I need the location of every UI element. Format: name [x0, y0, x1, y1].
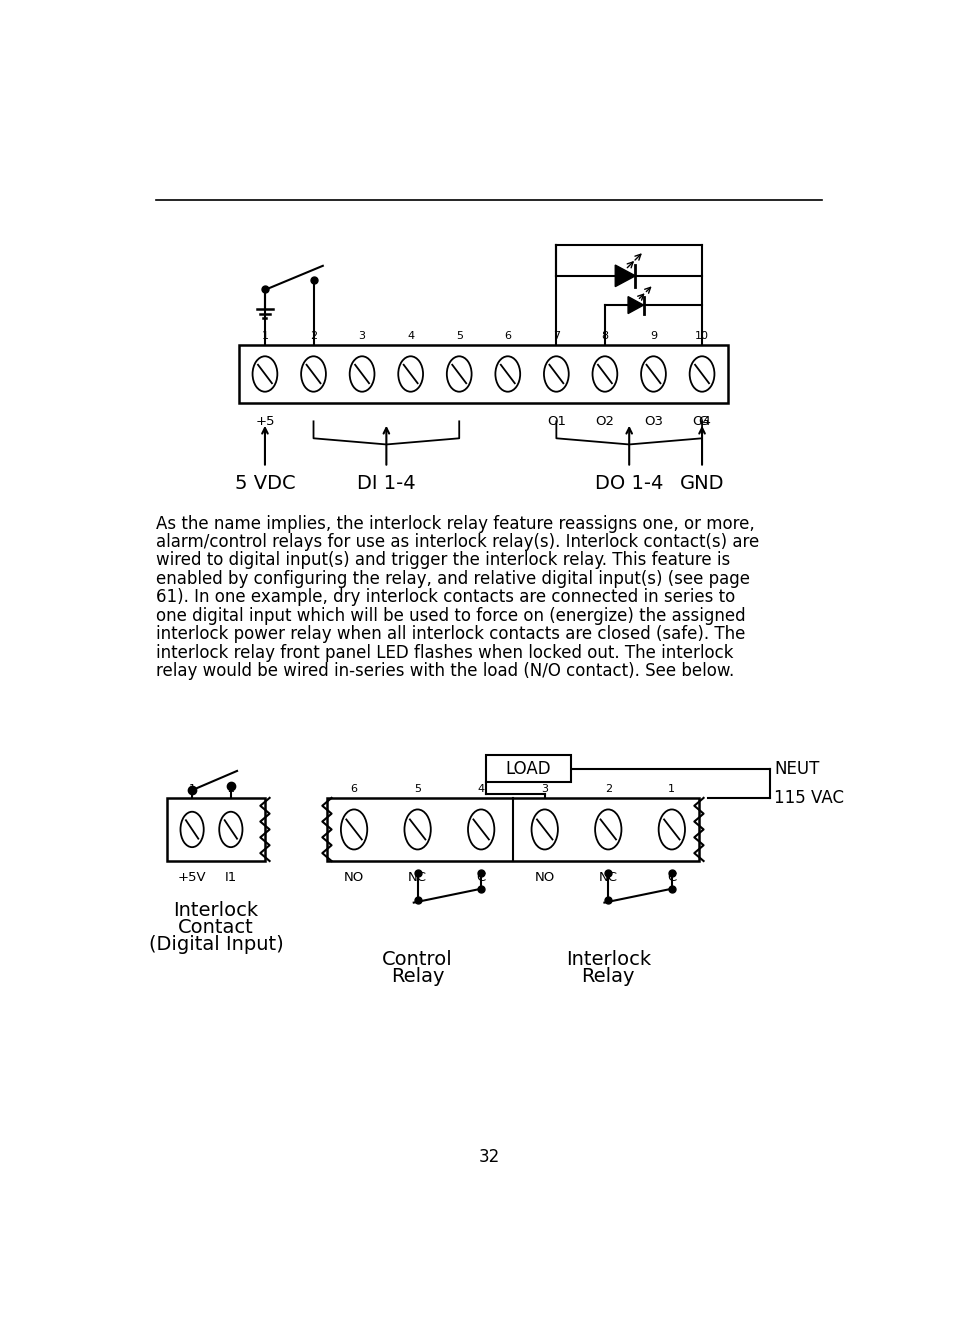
Text: NC: NC — [598, 871, 618, 884]
Text: Relay: Relay — [391, 966, 444, 986]
Text: Relay: Relay — [581, 966, 635, 986]
Ellipse shape — [253, 357, 277, 391]
Text: DI 1-4: DI 1-4 — [356, 474, 416, 493]
Text: one digital input which will be used to force on (energize) the assigned: one digital input which will be used to … — [155, 607, 744, 625]
Text: 7: 7 — [552, 331, 559, 341]
Text: DO 1-4: DO 1-4 — [595, 474, 662, 493]
Text: C: C — [476, 871, 485, 884]
Text: 5: 5 — [414, 784, 420, 794]
Ellipse shape — [531, 810, 558, 850]
Text: Interlock: Interlock — [565, 950, 650, 969]
Bar — [485, 755, 571, 783]
Ellipse shape — [446, 357, 471, 391]
Text: 5 VDC: 5 VDC — [234, 474, 294, 493]
Text: enabled by configuring the relay, and relative digital input(s) (see page: enabled by configuring the relay, and re… — [155, 570, 749, 588]
Text: O3: O3 — [643, 415, 662, 429]
Ellipse shape — [350, 357, 375, 391]
Text: NEUT: NEUT — [773, 760, 819, 778]
Text: G: G — [698, 415, 708, 429]
Ellipse shape — [301, 357, 326, 391]
Text: Contact: Contact — [178, 918, 253, 937]
Text: 1: 1 — [261, 331, 268, 341]
Bar — [167, 798, 265, 860]
Text: 2: 2 — [227, 784, 234, 794]
Text: I1: I1 — [225, 871, 236, 884]
Text: O1: O1 — [546, 415, 565, 429]
Ellipse shape — [397, 357, 422, 391]
Ellipse shape — [219, 812, 242, 847]
Text: GND: GND — [679, 474, 723, 493]
Text: Interlock: Interlock — [173, 900, 258, 921]
Text: Control: Control — [382, 950, 453, 969]
Ellipse shape — [689, 357, 714, 391]
Ellipse shape — [592, 357, 617, 391]
Ellipse shape — [340, 810, 367, 850]
Text: relay would be wired in-series with the load (N/O contact). See below.: relay would be wired in-series with the … — [155, 663, 733, 680]
Ellipse shape — [543, 357, 568, 391]
Text: 1: 1 — [189, 784, 195, 794]
Ellipse shape — [495, 357, 519, 391]
Ellipse shape — [468, 810, 494, 850]
Text: (Digital Input): (Digital Input) — [149, 935, 283, 954]
Text: 9: 9 — [649, 331, 657, 341]
Ellipse shape — [180, 812, 204, 847]
Text: NO: NO — [344, 871, 364, 884]
Text: wired to digital input(s) and trigger the interlock relay. This feature is: wired to digital input(s) and trigger th… — [155, 552, 729, 569]
Text: 2: 2 — [604, 784, 611, 794]
Text: 10: 10 — [695, 331, 708, 341]
Text: 4: 4 — [477, 784, 484, 794]
Text: NO: NO — [534, 871, 555, 884]
Polygon shape — [627, 297, 643, 314]
Text: 32: 32 — [477, 1149, 499, 1166]
Text: 3: 3 — [540, 784, 548, 794]
Text: 3: 3 — [358, 331, 365, 341]
Text: interlock relay front panel LED flashes when locked out. The interlock: interlock relay front panel LED flashes … — [155, 644, 733, 661]
Ellipse shape — [658, 810, 684, 850]
Text: 1: 1 — [668, 784, 675, 794]
Text: 5: 5 — [456, 331, 462, 341]
Text: +5: +5 — [255, 415, 274, 429]
Text: C: C — [666, 871, 676, 884]
Text: +5V: +5V — [177, 871, 206, 884]
Bar — [327, 798, 699, 860]
Text: NC: NC — [408, 871, 427, 884]
Text: O4: O4 — [692, 415, 711, 429]
Polygon shape — [615, 265, 635, 287]
Text: O2: O2 — [595, 415, 614, 429]
Ellipse shape — [640, 357, 665, 391]
Text: 2: 2 — [310, 331, 316, 341]
Text: 61). In one example, dry interlock contacts are connected in series to: 61). In one example, dry interlock conta… — [155, 588, 734, 607]
Bar — [239, 345, 727, 403]
Text: 6: 6 — [350, 784, 357, 794]
Text: 6: 6 — [504, 331, 511, 341]
Text: alarm/control relays for use as interlock relay(s). Interlock contact(s) are: alarm/control relays for use as interloc… — [155, 533, 759, 550]
Text: 4: 4 — [407, 331, 414, 341]
Ellipse shape — [595, 810, 620, 850]
Text: LOAD: LOAD — [505, 760, 551, 778]
Text: interlock power relay when all interlock contacts are closed (safe). The: interlock power relay when all interlock… — [155, 625, 744, 644]
Text: 115 VAC: 115 VAC — [773, 788, 843, 807]
Ellipse shape — [404, 810, 431, 850]
Text: As the name implies, the interlock relay feature reassigns one, or more,: As the name implies, the interlock relay… — [155, 514, 754, 533]
Text: 8: 8 — [600, 331, 608, 341]
